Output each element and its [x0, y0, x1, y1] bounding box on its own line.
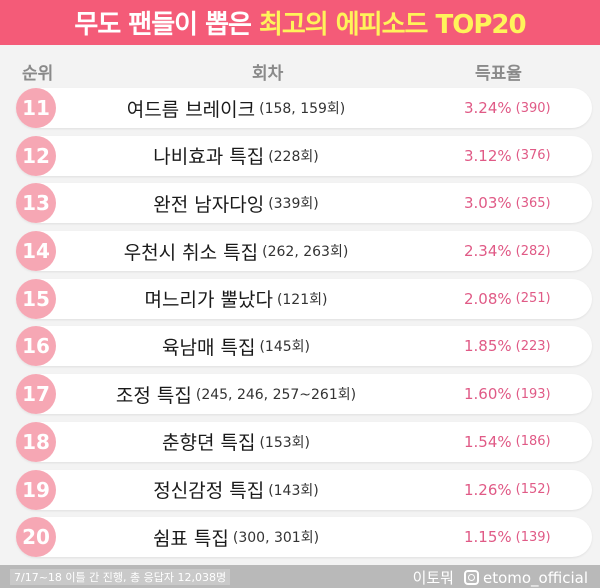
list-item: 12 나비효과 특집 (228회) 3.12% (376) [16, 135, 592, 176]
list-item: 16 육남매 특집 (145회) 1.85% (223) [16, 326, 592, 367]
episode-number: (158, 159회) [259, 101, 346, 117]
vote-cell: 1.85% (223) [464, 326, 584, 366]
rank-badge: 15 [16, 278, 56, 319]
list-item: 17 조정 특집 (245, 246, 257~261회) 1.60% (193… [16, 374, 592, 415]
list-item: 18 춘향뎐 특집 (153회) 1.54% (186) [16, 421, 592, 462]
episode-cell: 쉼표 특집 (300, 301회) [76, 517, 396, 557]
vote-count: (376) [515, 148, 551, 164]
episode-name: 여드름 브레이크 [126, 98, 256, 121]
vote-cell: 1.26% (152) [464, 470, 584, 510]
title-part-1: 무도 팬들이 뽑은 [74, 10, 252, 40]
column-headers: 순위 회차 득표율 [0, 55, 600, 85]
episode-number: (339회) [268, 196, 319, 213]
episode-cell: 며느리가 뿔났다 (121회) [76, 279, 396, 319]
vote-count: (282) [515, 243, 551, 259]
episode-name: 완전 남자다잉 [153, 193, 265, 216]
vote-cell: 3.24% (390) [464, 88, 584, 128]
header-vote: 득표율 [475, 64, 522, 84]
list-item: 14 우천시 취소 특집 (262, 263회) 2.34% (282) [16, 231, 592, 272]
list-item: 11 여드름 브레이크 (158, 159회) 3.24% (390) [16, 88, 592, 128]
vote-cell: 3.12% (376) [464, 136, 584, 176]
survey-note: 7/17~18 이틀 간 진행, 총 응답자 12,038명 [10, 569, 231, 585]
title-part-2: 최고의 에피소드 TOP20 [258, 10, 527, 40]
episode-name: 우천시 취소 특집 [123, 241, 259, 264]
list-item: 13 완전 남자다잉 (339회) 3.03% (365) [16, 183, 592, 224]
episode-cell: 나비효과 특집 (228회) [76, 136, 396, 176]
episode-name: 나비효과 특집 [153, 146, 265, 169]
episode-number: (153회) [259, 434, 310, 451]
vote-count: (223) [515, 338, 551, 354]
footer: 7/17~18 이틀 간 진행, 총 응답자 12,038명 이토뭐 etomo… [0, 565, 600, 588]
list-item: 19 정신감정 특집 (143회) 1.26% (152) [16, 469, 592, 510]
episode-number: (121회) [276, 291, 328, 308]
instagram-icon [463, 570, 479, 585]
episode-name: 육남매 특집 [162, 336, 256, 359]
vote-percent: 1.15% [464, 528, 512, 547]
episode-number: (245, 246, 257~261회) [195, 387, 357, 404]
rank-badge: 14 [16, 231, 56, 272]
vote-percent: 2.08% [464, 289, 512, 308]
vote-count: (390) [515, 100, 551, 116]
episode-cell: 여드름 브레이크 (158, 159회) [76, 88, 396, 128]
brand-name: 이토뭐 [412, 569, 454, 587]
episode-number: (143회) [268, 482, 319, 499]
episode-name: 조정 특집 [115, 384, 192, 407]
rank-badge: 19 [16, 469, 56, 510]
vote-percent: 1.54% [464, 432, 512, 451]
vote-cell: 3.03% (365) [464, 183, 584, 223]
rank-badge: 13 [16, 183, 56, 224]
episode-number: (300, 301회) [232, 530, 320, 547]
list-item: 15 며느리가 뿔났다 (121회) 2.08% (251) [16, 278, 592, 319]
vote-percent: 3.12% [464, 146, 512, 165]
episode-number: (262, 263회) [262, 244, 349, 261]
episode-name: 쉼표 특집 [152, 527, 229, 550]
rank-badge: 17 [16, 374, 56, 415]
episode-cell: 육남매 특집 (145회) [76, 326, 396, 366]
vote-percent: 2.34% [464, 242, 512, 261]
vote-percent: 1.60% [464, 385, 512, 404]
episode-cell: 완전 남자다잉 (339회) [76, 183, 396, 223]
episode-cell: 조정 특집 (245, 246, 257~261회) [76, 374, 396, 414]
rank-badge: 18 [16, 421, 56, 462]
vote-count: (152) [515, 482, 551, 497]
rank-badge: 20 [16, 517, 56, 558]
episode-cell: 우천시 취소 특집 (262, 263회) [76, 231, 396, 271]
vote-count: (186) [515, 434, 551, 450]
vote-percent: 3.24% [464, 99, 512, 117]
rank-badge: 16 [16, 326, 56, 367]
vote-cell: 2.34% (282) [464, 231, 584, 271]
vote-count: (193) [515, 386, 551, 402]
episode-name: 춘향뎐 특집 [162, 432, 256, 455]
episode-number: (145회) [259, 339, 310, 356]
vote-percent: 3.03% [464, 194, 512, 213]
title-banner: 무도 팬들이 뽑은 최고의 에피소드 TOP20 [0, 0, 600, 45]
vote-cell: 1.60% (193) [464, 374, 584, 414]
rank-badge: 12 [16, 135, 56, 176]
episode-name: 정신감정 특집 [153, 480, 265, 502]
header-episode: 회차 [252, 64, 284, 84]
vote-cell: 1.54% (186) [464, 422, 584, 462]
episode-cell: 정신감정 특집 (143회) [76, 470, 396, 510]
vote-count: (251) [515, 291, 551, 307]
footer-brand: 이토뭐 etomo_official [413, 567, 588, 588]
rank-badge: 11 [16, 88, 56, 128]
instagram-handle: etomo_official [482, 568, 588, 587]
vote-percent: 1.85% [464, 337, 512, 356]
episode-cell: 춘향뎐 특집 (153회) [76, 422, 396, 462]
vote-percent: 1.26% [464, 480, 512, 499]
vote-cell: 1.15% (139) [464, 517, 584, 557]
header-rank: 순위 [22, 64, 54, 84]
episode-number: (228회) [268, 148, 319, 165]
episode-name: 며느리가 뿔났다 [144, 289, 273, 312]
ranking-list: 11 여드름 브레이크 (158, 159회) 3.24% (390) 12 나… [16, 88, 592, 565]
vote-cell: 2.08% (251) [464, 279, 584, 319]
vote-count: (365) [515, 195, 551, 211]
vote-count: (139) [515, 529, 551, 545]
list-item: 20 쉼표 특집 (300, 301회) 1.15% (139) [16, 517, 592, 558]
